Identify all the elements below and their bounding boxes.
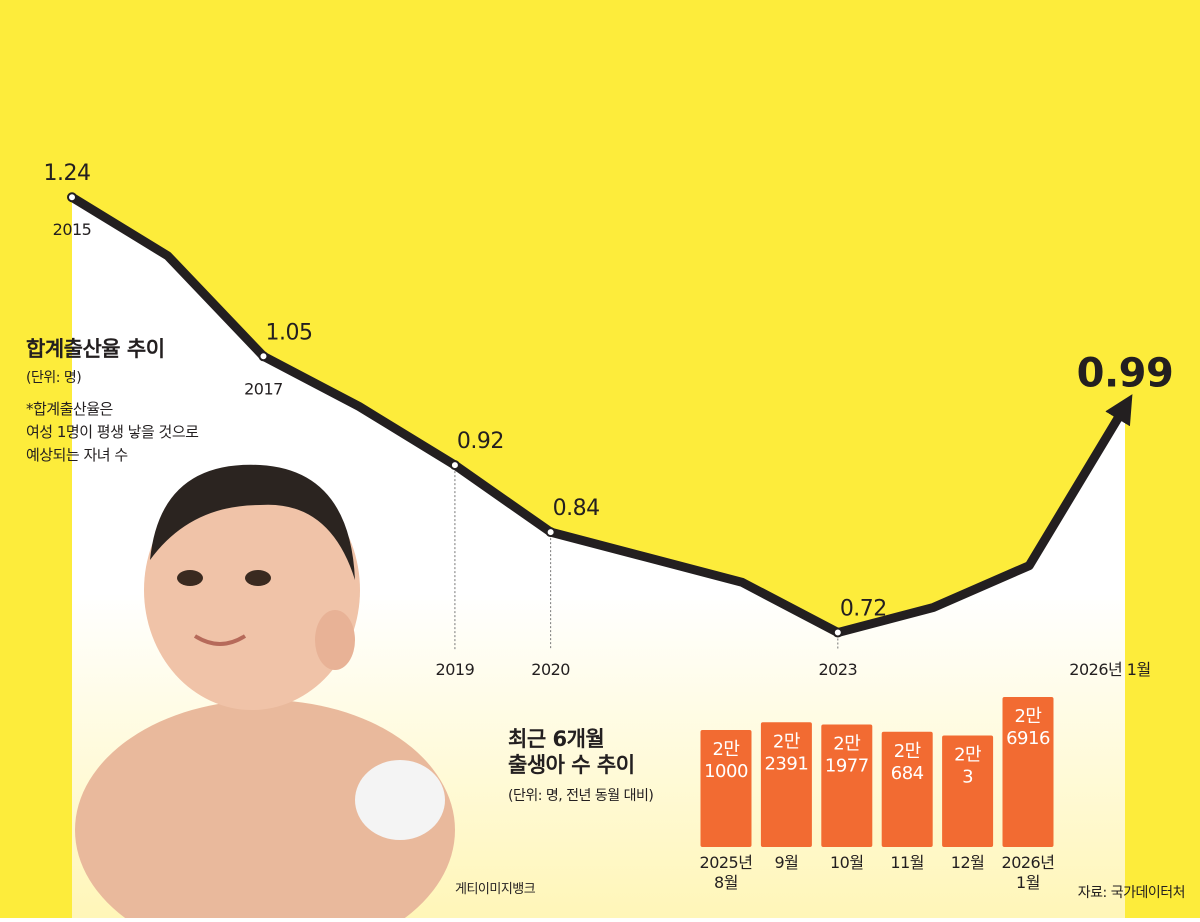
x-tick-label: 8월 — [714, 873, 738, 892]
point — [258, 351, 269, 362]
line — [69, 193, 1133, 638]
value-label: 2만 — [894, 741, 921, 762]
note: 여성 1명이 평생 낳을 것으로 — [26, 423, 199, 441]
bar — [942, 735, 994, 847]
x-tick-label: 1월 — [1016, 873, 1040, 892]
x-tick-label: 2026년 — [1002, 853, 1055, 872]
value-label: 1977 — [825, 756, 869, 777]
value-label: 2만 — [833, 734, 860, 755]
x-tick-label: 2026년 1월 — [1069, 660, 1150, 679]
x-tick-label: 2023 — [818, 660, 857, 679]
births-chart: 최근 6개월 출생아 수 추이 (단위: 명, 전년 동월 대비) 2만1000… — [508, 697, 1055, 892]
x-tick-label: 12월 — [951, 853, 985, 872]
x-tick-label: 10월 — [830, 853, 864, 872]
x-tick-label: 2015 — [53, 220, 92, 239]
point — [545, 527, 556, 538]
value-label: 2391 — [764, 753, 808, 774]
value-label: 2만 — [773, 731, 800, 752]
x-tick-label: 2025년 — [700, 853, 753, 872]
value-label: 2만 — [712, 739, 739, 760]
x-tick-label: 2020 — [531, 660, 570, 679]
chart-title: 합계출산율 추이 — [26, 337, 165, 361]
x-tick-label: 9월 — [774, 853, 798, 872]
bar — [760, 722, 812, 847]
chart-subtitle: (단위: 명, 전년 동월 대비) — [508, 788, 653, 804]
x-tick-label: 2019 — [436, 660, 475, 679]
bar — [821, 724, 873, 847]
value-label: 0.72 — [840, 597, 887, 622]
value-label: 2만 — [1014, 706, 1041, 727]
value-label: 0.84 — [553, 496, 600, 521]
chart-title: 최근 6개월 — [508, 727, 604, 751]
note: 예상되는 자녀 수 — [26, 446, 128, 464]
birth-rate-chart: 합계출산율 추이 (단위: 명) *합계출산율은 여성 1명이 평생 낳을 것으… — [26, 161, 1174, 679]
value-label: 1.05 — [265, 320, 312, 345]
x-tick-label: 11월 — [890, 853, 924, 872]
source: 자료: 국가데이터처 — [1078, 885, 1185, 901]
value-label: 684 — [891, 763, 924, 784]
bar — [1002, 697, 1054, 847]
bar — [881, 731, 933, 847]
point — [449, 460, 460, 471]
chart-title: 출생아 수 추이 — [508, 753, 635, 777]
value-label: 2만 — [954, 745, 981, 766]
value-label: 1.24 — [44, 161, 91, 186]
chart-subtitle: (단위: 명) — [26, 370, 81, 386]
photo-credit: 게티이미지뱅크 — [455, 882, 536, 897]
x-tick-label: 2017 — [244, 379, 283, 398]
value-label: 6916 — [1006, 728, 1050, 749]
value-label: 3 — [962, 767, 973, 788]
bar — [700, 730, 752, 847]
value-label-highlight: 0.99 — [1077, 351, 1174, 397]
baby-illustration — [75, 464, 455, 922]
value-label: 0.92 — [457, 429, 504, 454]
point — [67, 192, 77, 203]
value-label: 1000 — [704, 761, 748, 782]
point — [832, 627, 843, 638]
note: *합계출산율은 — [26, 400, 113, 418]
